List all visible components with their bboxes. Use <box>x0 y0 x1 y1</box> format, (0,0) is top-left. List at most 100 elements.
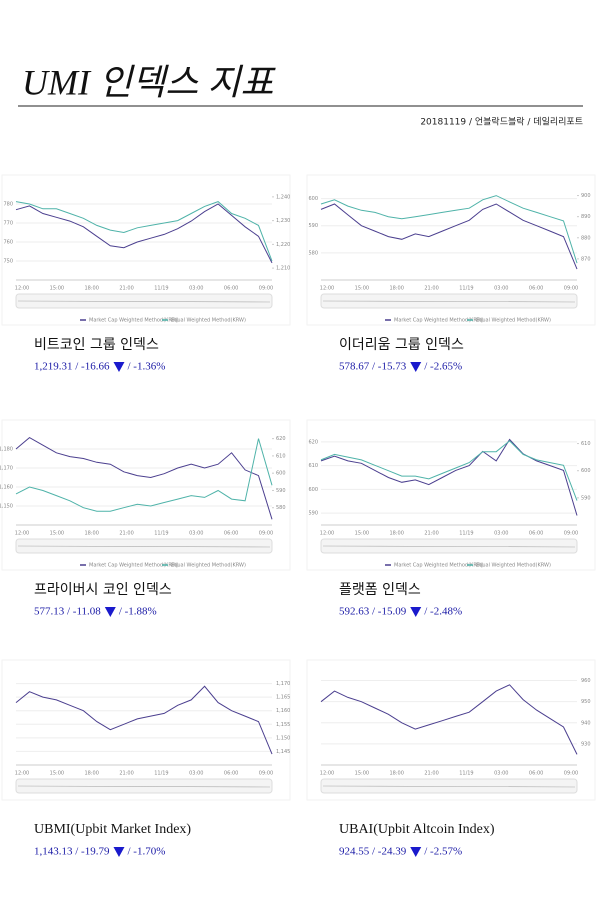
navigator-line <box>322 545 576 548</box>
navigator-line <box>17 545 271 548</box>
x-tick-label: 18:00 <box>85 531 99 537</box>
navigator <box>320 538 578 554</box>
x-tick-label: 21:00 <box>119 531 133 537</box>
y2-tick-label: 890 <box>581 214 591 220</box>
x-tick-label: 15:00 <box>50 531 64 537</box>
series-line <box>15 203 273 264</box>
y-tick-label: 600 <box>308 487 318 493</box>
x-tick-label: 09:00 <box>259 286 273 292</box>
y-tick-label: 1,180 <box>0 447 13 453</box>
panel-stats: 924.55 / -24.39 <box>339 846 407 858</box>
y-tick-label: 760 <box>3 240 13 246</box>
y2-tick-label: 580 <box>276 505 286 511</box>
x-tick-label: 06:00 <box>224 771 238 777</box>
panel-title: 비트코인 그룹 인덱스 <box>34 337 159 353</box>
panel-title: 플랫폼 인덱스 <box>339 582 421 598</box>
page-title: UMI 인덱스 지표 <box>22 62 276 102</box>
down-arrow <box>113 362 125 372</box>
series-line <box>15 436 273 520</box>
down-arrow <box>104 607 116 617</box>
y2-tick-label: 1,230 <box>276 218 290 224</box>
x-tick-label: 03:00 <box>189 771 203 777</box>
y-tick-label: 1,170 <box>0 466 13 472</box>
y2-tick-label: 960 <box>581 678 591 684</box>
x-tick-label: 12:00 <box>15 531 29 537</box>
x-tick-label: 09:00 <box>564 531 578 537</box>
x-tick-label: 06:00 <box>529 286 543 292</box>
x-tick-label: 21:00 <box>119 771 133 777</box>
x-tick-label: 11/19 <box>459 531 473 537</box>
legend-label: Equal Weighted Method(KRW) <box>476 563 551 569</box>
subtitle: 20181119 / 언블락드블락 / 데일리리포트 <box>420 116 583 128</box>
y2-tick-label: 1,150 <box>276 735 290 741</box>
legend-label: Equal Weighted Method(KRW) <box>171 318 246 324</box>
x-tick-label: 21:00 <box>424 286 438 292</box>
series-line <box>320 203 578 270</box>
panel-pct: / -1.88% <box>119 606 157 618</box>
y2-tick-label: 590 <box>276 488 286 494</box>
navigator <box>15 293 273 309</box>
y-tick-label: 770 <box>3 221 13 227</box>
y2-tick-label: 610 <box>581 441 591 447</box>
x-tick-label: 06:00 <box>224 531 238 537</box>
x-tick-label: 12:00 <box>15 771 29 777</box>
x-tick-label: 12:00 <box>320 286 334 292</box>
x-tick-label: 15:00 <box>355 286 369 292</box>
x-tick-label: 18:00 <box>390 286 404 292</box>
legend-label: Market Cap Weighted Method(KRW) <box>89 563 179 569</box>
series-line <box>15 201 273 262</box>
down-arrow <box>113 847 125 857</box>
y-tick-label: 780 <box>3 202 13 208</box>
y2-tick-label: 610 <box>276 453 286 459</box>
series-line <box>15 438 273 512</box>
navigator <box>320 293 578 309</box>
y-tick-label: 620 <box>308 439 318 445</box>
y2-tick-label: 880 <box>581 235 591 241</box>
legend-label: Market Cap Weighted Method(KRW) <box>89 318 179 324</box>
panel-title: UBAI(Upbit Altcoin Index) <box>339 822 495 837</box>
y2-tick-label: 1,220 <box>276 242 290 248</box>
y2-tick-label: 1,240 <box>276 194 290 200</box>
x-tick-label: 18:00 <box>85 286 99 292</box>
y2-tick-label: 950 <box>581 699 591 705</box>
y2-tick-label: 900 <box>581 193 591 199</box>
navigator-line <box>17 300 271 303</box>
x-tick-label: 06:00 <box>529 771 543 777</box>
y-tick-label: 590 <box>308 223 318 229</box>
x-tick-label: 11/19 <box>154 286 168 292</box>
y2-tick-label: 1,210 <box>276 266 290 272</box>
series-line <box>320 440 578 501</box>
x-tick-label: 09:00 <box>564 286 578 292</box>
x-tick-label: 03:00 <box>189 531 203 537</box>
x-tick-label: 18:00 <box>390 531 404 537</box>
y2-tick-label: 870 <box>581 256 591 262</box>
x-tick-label: 03:00 <box>494 531 508 537</box>
series-line <box>15 685 273 755</box>
panel-pct: / -1.36% <box>127 361 165 373</box>
x-tick-label: 15:00 <box>50 286 64 292</box>
down-arrow <box>410 607 422 617</box>
series-line <box>320 438 578 516</box>
navigator <box>320 778 578 794</box>
x-tick-label: 06:00 <box>224 286 238 292</box>
panel-pct: / -1.70% <box>127 846 165 858</box>
chart-frame <box>306 659 596 801</box>
x-tick-label: 11/19 <box>154 771 168 777</box>
x-tick-label: 09:00 <box>564 771 578 777</box>
x-tick-label: 09:00 <box>259 771 273 777</box>
y2-tick-label: 1,170 <box>276 681 290 687</box>
navigator <box>15 538 273 554</box>
panel-title: 이더리움 그룹 인덱스 <box>339 337 464 353</box>
x-tick-label: 21:00 <box>119 286 133 292</box>
panel-title: 프라이버시 코인 인덱스 <box>34 582 172 598</box>
y2-tick-label: 600 <box>276 471 286 477</box>
x-tick-label: 11/19 <box>154 531 168 537</box>
y2-tick-label: 1,145 <box>276 749 290 755</box>
panel-stats: 592.63 / -15.09 <box>339 606 407 618</box>
x-tick-label: 03:00 <box>189 286 203 292</box>
panel-stats: 577.13 / -11.08 <box>34 606 101 618</box>
y2-tick-label: 940 <box>581 720 591 726</box>
x-tick-label: 15:00 <box>355 771 369 777</box>
panel-stats: 578.67 / -15.73 <box>339 361 407 373</box>
